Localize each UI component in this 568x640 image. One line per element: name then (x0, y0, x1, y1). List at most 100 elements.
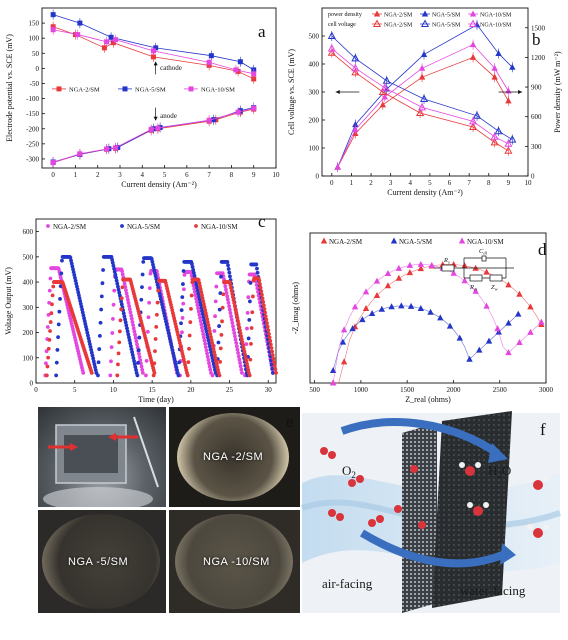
legend-marker (421, 10, 429, 17)
data-point (206, 59, 212, 65)
y-tick-label: 200 (23, 329, 34, 337)
data-point (234, 341, 239, 345)
data-point (251, 105, 257, 111)
data-point (49, 311, 54, 316)
data-point (446, 322, 454, 329)
data-point (217, 324, 221, 328)
data-point (104, 146, 110, 152)
data-point (71, 270, 76, 275)
data-point (220, 319, 224, 324)
data-point (47, 300, 52, 305)
photo-cell-setup (38, 407, 166, 507)
data-point (148, 126, 154, 132)
data-point (47, 337, 52, 342)
data-point (206, 358, 211, 362)
data-point (245, 326, 249, 331)
y-tick-label: 300 (23, 304, 34, 312)
data-point (59, 271, 64, 276)
legend-label: NGA-10/SM (480, 23, 512, 29)
data-point (181, 269, 186, 273)
data-point (153, 349, 157, 354)
data-point (151, 262, 155, 267)
data-point (134, 368, 138, 372)
y2-tick-label: 1200 (531, 54, 546, 62)
data-point (208, 332, 213, 336)
data-point (245, 310, 250, 315)
y2-tick-label: 900 (531, 84, 542, 92)
data-point (179, 321, 183, 326)
data-point (129, 313, 134, 318)
data-point (125, 326, 129, 331)
data-point (270, 349, 275, 354)
data-point (99, 294, 104, 299)
data-point (202, 320, 207, 325)
data-point (44, 373, 49, 378)
x-tick-label: 0 (330, 179, 334, 187)
data-point (272, 360, 276, 365)
legend-marker (46, 224, 50, 228)
data-point (81, 313, 86, 318)
data-point (86, 336, 91, 341)
data-point (44, 361, 48, 366)
data-point (491, 73, 498, 80)
data-point (472, 287, 479, 294)
data-point (116, 362, 120, 367)
data-point (204, 314, 209, 318)
data-point (509, 63, 516, 70)
data-point (219, 274, 223, 279)
data-point (165, 325, 170, 330)
data-point (205, 332, 210, 337)
data-point (264, 317, 269, 322)
data-point (135, 342, 139, 347)
data-point (153, 274, 158, 278)
label-rct: Rct (469, 284, 478, 292)
data-point (147, 300, 152, 305)
data-point (212, 329, 217, 333)
data-point (219, 332, 224, 337)
data-point (50, 293, 55, 298)
chart-a-svg: 0 1 2 3 4 5 6 7 8 9 10 -300 -250 -200 -150 -100 -50 0 50 10… (5, 7, 280, 189)
data-point (89, 350, 94, 355)
data-point (249, 341, 253, 346)
data-point (203, 323, 208, 328)
data-point (182, 272, 187, 277)
data-point (70, 264, 75, 269)
data-point (154, 325, 159, 329)
data-point (220, 271, 225, 276)
data-point (58, 297, 62, 301)
data-point (194, 296, 199, 301)
data-point (194, 299, 199, 304)
data-point (113, 272, 118, 277)
y-tick-label: -50 (30, 80, 40, 88)
data-point (239, 337, 244, 342)
warburg-zw (489, 274, 503, 282)
data-point (113, 145, 119, 151)
legend-label: NGA-10/SM (201, 86, 235, 93)
x-axis-label: Current density (Am⁻²) (121, 180, 197, 189)
data-point (201, 332, 206, 336)
x-tick-label: 2000 (446, 386, 461, 394)
data-point (145, 329, 150, 334)
data-point (271, 371, 275, 375)
data-point (168, 339, 173, 344)
data-point (186, 360, 191, 365)
data-point (99, 307, 104, 312)
data-point (212, 365, 217, 369)
data-point (504, 139, 513, 147)
data-point (48, 320, 53, 324)
data-point (213, 368, 217, 372)
data-point (167, 336, 172, 341)
data-point (213, 356, 218, 360)
legend-label: NGA-10/SM (467, 238, 504, 246)
data-point (77, 296, 82, 300)
data-point (538, 318, 545, 325)
data-point (527, 328, 534, 335)
data-point (138, 358, 143, 363)
air-facing-label: air-facing (322, 576, 373, 591)
fit-line (332, 305, 519, 371)
data-point (246, 295, 251, 300)
y-tick-label: 100 (23, 354, 34, 362)
data-point (232, 304, 237, 308)
series-line (53, 107, 254, 163)
o2-label: O2 (342, 463, 356, 480)
